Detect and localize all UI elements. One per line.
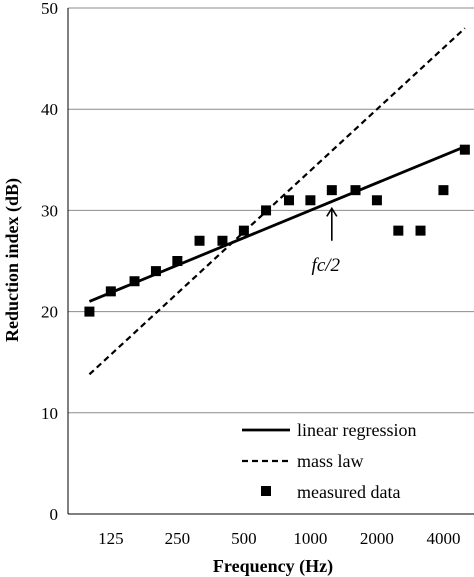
y-tick-labels: 0 10 20 30 40 50 — [41, 0, 58, 524]
legend-label: measured data — [297, 482, 400, 502]
legend-label: linear regression — [297, 420, 416, 440]
measured-data-point — [393, 225, 404, 236]
measured-data-point — [172, 256, 183, 266]
y-tick-label: 50 — [41, 0, 58, 18]
measured-data-point — [305, 195, 316, 206]
x-axis-title: Frequency (Hz) — [213, 556, 333, 577]
mass-law-line — [88, 27, 466, 376]
y-tick-label: 40 — [41, 100, 58, 119]
legend-label: mass law — [297, 451, 364, 471]
measured-data-point — [283, 195, 294, 206]
x-tick-label: 250 — [165, 529, 191, 548]
annotation: fc/2 — [312, 206, 341, 276]
x-tick-label: 4000 — [426, 529, 460, 548]
linear-regression-line — [88, 145, 466, 303]
y-tick-label: 30 — [41, 201, 58, 220]
x-tick-label: 500 — [231, 529, 257, 548]
measured-data-point — [261, 205, 272, 216]
measured-data-point — [350, 185, 361, 196]
measured-data-point — [415, 225, 426, 236]
y-tick-label: 20 — [41, 303, 58, 322]
measured-data-point — [129, 276, 140, 287]
measured-data-point — [105, 286, 116, 297]
legend: linear regression mass law measured data — [242, 420, 416, 502]
measured-data-point — [150, 266, 161, 277]
annotation-arrow-head — [326, 206, 338, 217]
measured-data-point — [459, 144, 470, 155]
measured-data-point — [194, 235, 205, 246]
y-tick-label: 0 — [50, 505, 59, 524]
x-tick-labels: 125 250 500 1000 2000 4000 — [98, 529, 460, 548]
annotation-label: fc/2 — [312, 255, 341, 276]
measured-data-point — [438, 185, 449, 196]
x-tick-label: 1000 — [293, 529, 327, 548]
legend-marker — [261, 486, 271, 496]
measured-data-point — [326, 185, 337, 196]
measured-data-point — [371, 195, 382, 206]
measured-data-point — [84, 306, 95, 317]
measured-data-point — [217, 235, 228, 246]
y-axis-title: Reduction index (dB) — [2, 178, 23, 342]
x-tick-label: 125 — [98, 529, 124, 548]
series-layer — [84, 27, 470, 376]
measured-data-point — [238, 225, 249, 236]
y-tick-label: 10 — [41, 404, 58, 423]
x-tick-label: 2000 — [360, 529, 394, 548]
